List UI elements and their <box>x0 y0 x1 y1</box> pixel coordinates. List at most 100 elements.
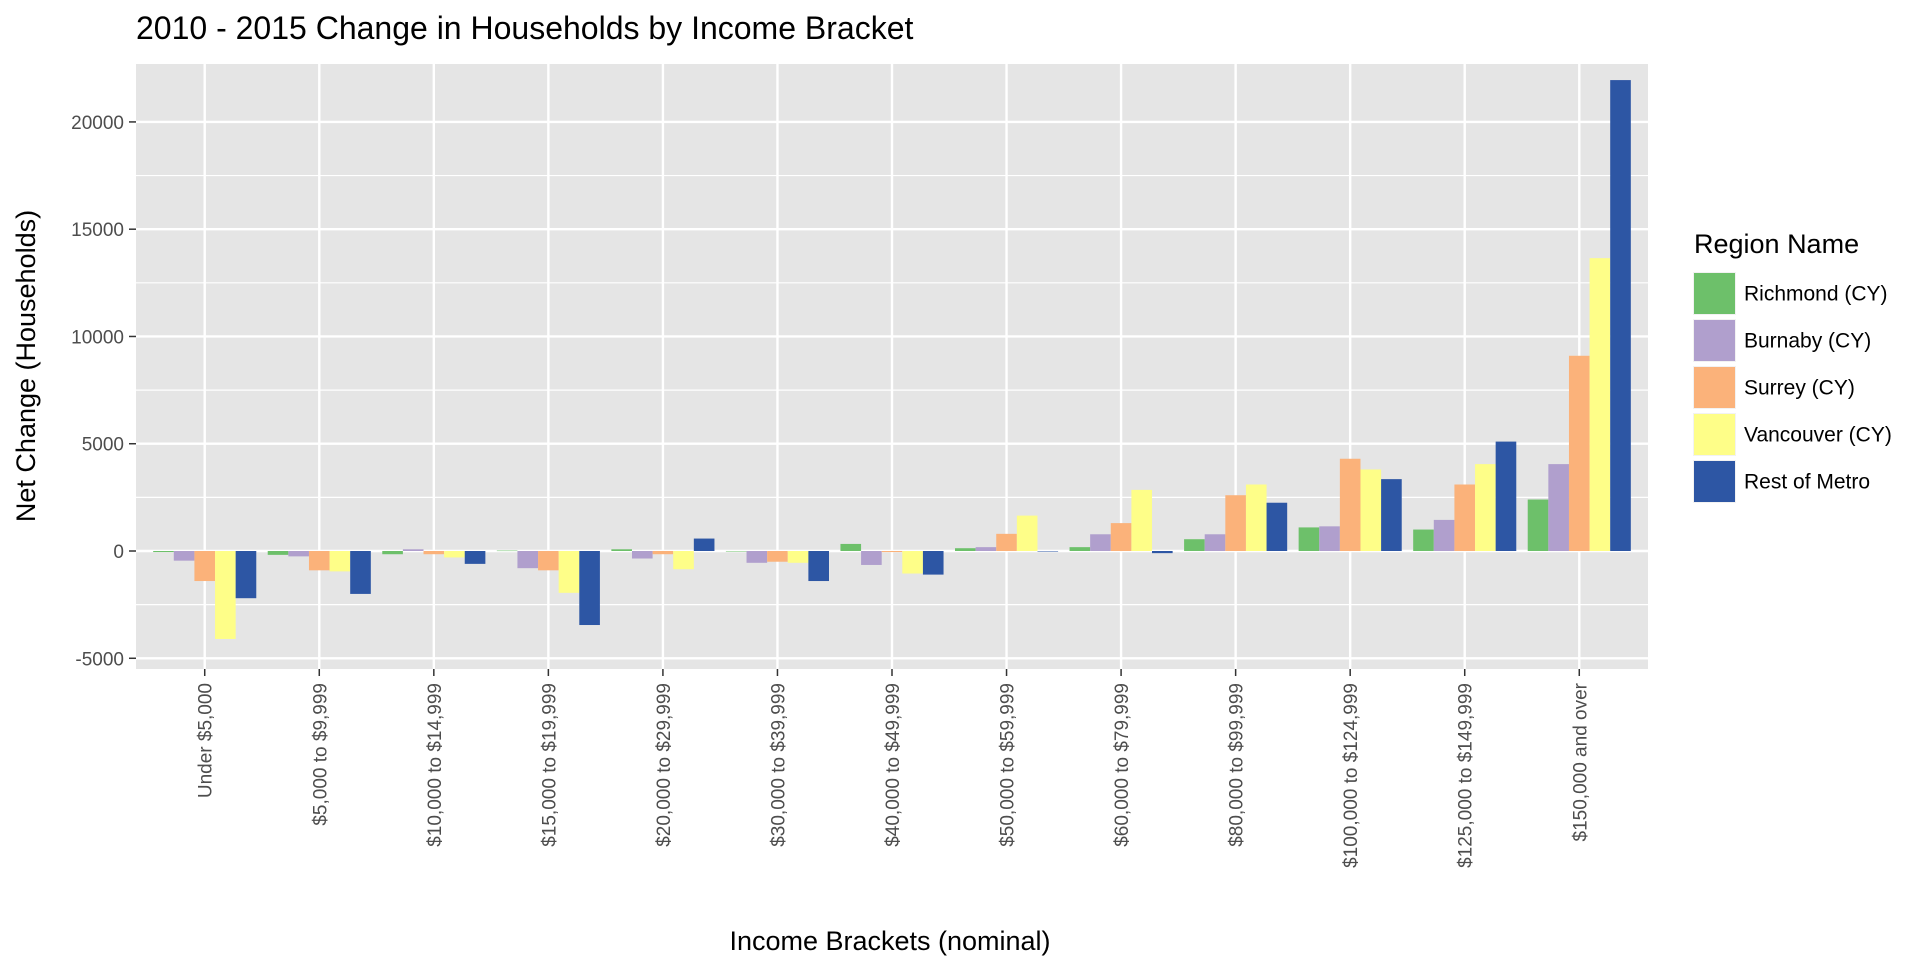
bar <box>611 549 632 552</box>
y-axis-title: Net Change (Households) <box>11 210 41 522</box>
bar <box>173 551 195 561</box>
bar <box>1548 464 1569 552</box>
bar <box>881 551 903 553</box>
bar <box>840 543 862 552</box>
legend-label: Rest of Metro <box>1744 471 1870 494</box>
legend-title: Region Name <box>1694 229 1859 259</box>
x-tick-label: $125,000 to $149,999 <box>1456 683 1477 868</box>
y-tick-label: -5000 <box>75 649 124 670</box>
bar <box>1298 527 1320 552</box>
legend-swatch <box>1694 320 1735 361</box>
legend-label: Vancouver (CY) <box>1744 424 1892 447</box>
bar <box>1245 484 1267 552</box>
x-tick-label: Under $5,000 <box>196 683 217 798</box>
x-tick-label: $80,000 to $99,999 <box>1227 683 1248 847</box>
bar <box>1568 355 1590 552</box>
bar <box>496 550 518 552</box>
legend-swatch <box>1694 414 1735 455</box>
bar <box>1589 258 1611 552</box>
chart-title: 2010 - 2015 Change in Households by Inco… <box>136 10 913 46</box>
x-tick-label: $15,000 to $19,999 <box>539 683 560 847</box>
y-axis: -5000 0 5000 10000 15000 20000 <box>71 113 136 670</box>
y-tick-label: 5000 <box>82 435 124 456</box>
x-tick-label: $100,000 to $124,999 <box>1341 683 1362 868</box>
bar <box>1204 534 1226 552</box>
bar <box>767 551 788 562</box>
x-axis: Under $5,000 $5,000 to $9,999 $10,000 to $… <box>196 669 1591 868</box>
bar <box>382 551 403 555</box>
bar <box>1339 458 1361 552</box>
bar <box>787 551 809 563</box>
bar <box>1610 80 1631 552</box>
bar <box>288 551 309 557</box>
legend: Region Name Richmond (CY) Burnaby (CY) Sur… <box>1693 229 1892 503</box>
bar <box>861 551 882 565</box>
bar <box>1225 495 1246 552</box>
bar <box>1413 529 1434 552</box>
bar <box>1475 464 1496 552</box>
bar <box>975 547 997 552</box>
bar <box>808 551 829 582</box>
bar <box>1319 526 1340 552</box>
x-tick-label: $60,000 to $79,999 <box>1112 683 1133 847</box>
y-tick-label: 20000 <box>71 113 124 134</box>
bar <box>746 551 768 563</box>
bar <box>996 533 1017 552</box>
bar <box>1131 489 1153 552</box>
x-axis-title: Income Brackets (nominal) <box>729 926 1050 956</box>
bar <box>308 551 330 571</box>
x-tick-label: $150,000 and over <box>1570 682 1591 841</box>
x-tick-label: $10,000 to $14,999 <box>425 683 446 847</box>
bar <box>350 551 371 594</box>
bar <box>1527 499 1549 552</box>
legend-label: Richmond (CY) <box>1744 283 1888 306</box>
legend-swatch <box>1694 461 1735 502</box>
bar <box>1381 479 1402 552</box>
bar <box>725 551 747 552</box>
bar <box>235 551 257 599</box>
x-tick-label: $20,000 to $29,999 <box>654 683 675 847</box>
y-tick-label: 0 <box>113 542 124 563</box>
bar <box>693 538 715 552</box>
legend-label: Surrey (CY) <box>1744 377 1855 400</box>
bar <box>902 551 923 574</box>
bar <box>402 549 424 552</box>
bar <box>464 551 486 564</box>
bar <box>267 551 289 555</box>
bar <box>1184 539 1205 552</box>
bar <box>1037 551 1059 552</box>
bar <box>1266 502 1288 552</box>
bar <box>1090 534 1111 552</box>
legend-swatch <box>1694 273 1735 314</box>
bar <box>922 551 944 575</box>
bar <box>558 551 580 593</box>
bar <box>652 551 674 555</box>
bar <box>1454 484 1476 552</box>
bar <box>1016 515 1038 552</box>
bar <box>153 551 174 553</box>
bar <box>1069 547 1091 552</box>
bar <box>1152 551 1173 554</box>
x-tick-label: $5,000 to $9,999 <box>310 683 331 826</box>
x-tick-label: $40,000 to $49,999 <box>883 683 904 847</box>
legend-label: Burnaby (CY) <box>1744 330 1871 353</box>
bars <box>153 80 1631 639</box>
bar <box>1110 523 1132 552</box>
bar <box>194 551 216 582</box>
bar <box>444 551 465 558</box>
bar <box>517 551 539 569</box>
bar <box>1495 441 1517 552</box>
bar <box>215 551 236 639</box>
bar <box>329 551 351 572</box>
bar <box>538 551 559 571</box>
bar <box>673 551 694 570</box>
y-tick-label: 10000 <box>71 327 124 348</box>
bar <box>955 548 976 552</box>
bar <box>631 551 653 559</box>
grid-lines <box>136 64 1648 669</box>
x-tick-label: $30,000 to $39,999 <box>768 683 789 847</box>
y-tick-label: 15000 <box>71 220 124 241</box>
bar <box>579 551 600 626</box>
